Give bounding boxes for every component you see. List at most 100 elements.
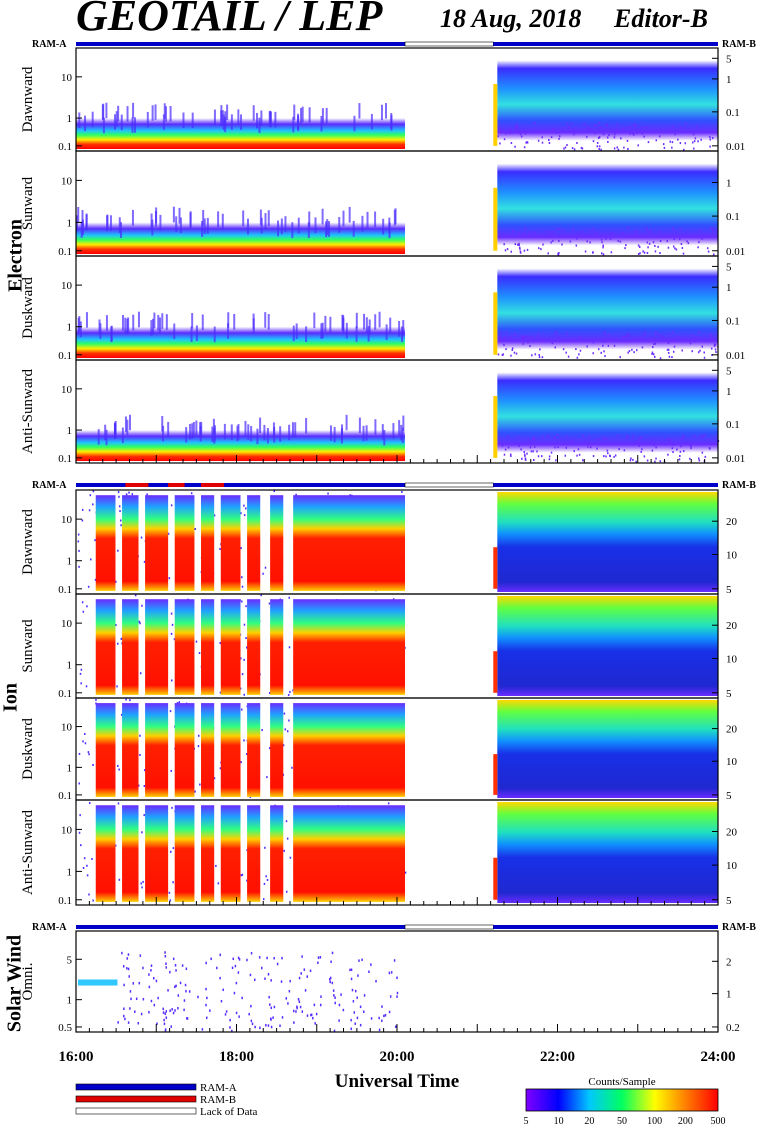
spectrogram-speckle (213, 777, 216, 780)
spectrogram-speckle (600, 252, 603, 255)
spectrogram-speckle (293, 1009, 295, 1013)
spectrogram-speckle (174, 985, 176, 989)
right-tick-label: 1 (726, 178, 732, 190)
spectrogram-speckle (712, 231, 714, 234)
spectrogram-speckle (539, 338, 541, 341)
left-tick-label: 1 (67, 113, 73, 125)
spectrogram-speckle (333, 1029, 336, 1033)
spectrogram-speckle (176, 702, 179, 705)
spectrogram-speckle (617, 239, 619, 242)
colorbar-tick-label: 5 (524, 1116, 529, 1127)
lack-of-data-segment (404, 924, 494, 930)
spectrogram-speckle (381, 1019, 383, 1022)
spectrogram-speckle (169, 970, 171, 974)
spectrogram-speckle (127, 967, 130, 971)
panel-ion-dawnward: 10 1 0.1 20 10 5 Dawnward (20, 489, 738, 596)
spectrogram-speckle (603, 331, 606, 334)
spectrogram-speckle (633, 133, 635, 136)
spectrogram-speckle (138, 620, 141, 623)
spectrogram-speckle (629, 132, 632, 135)
spectrogram-speckle (586, 345, 588, 348)
spectrogram-speckle (216, 966, 218, 970)
spectrogram-speckle (542, 243, 544, 246)
spectrogram-speckle (194, 790, 196, 793)
spectrogram-speckle (634, 441, 636, 444)
spectrogram-speckle (692, 133, 695, 136)
spectrogram-speckle (634, 124, 636, 127)
spectrogram-speckle (640, 450, 642, 453)
spectrogram-speckle (633, 351, 635, 354)
spectrogram-speckle (295, 1010, 297, 1013)
spectrogram-speckle (530, 231, 532, 234)
right-tick-label: 20 (726, 827, 738, 839)
spectrogram-speckle (523, 336, 525, 339)
plot-date: 18 Aug, 2018 (440, 4, 582, 33)
panel-electron-anti-sunward: 10 1 0.1 5 1 0.1 0.01 Anti-Sunward (20, 359, 745, 465)
spectrogram-speckle (270, 979, 272, 982)
spectrogram-speckle (598, 135, 601, 138)
spectrogram-speckle (622, 335, 625, 338)
spectrogram-speckle (285, 820, 288, 823)
spectrogram-speckle (667, 351, 670, 354)
spectrogram-speckle (127, 953, 130, 956)
spectrogram-speckle (529, 439, 531, 442)
spectrogram-speckle (606, 449, 609, 452)
spectrogram-speckle (118, 878, 121, 881)
spectrogram-speckle (288, 989, 291, 993)
spectrogram-burst (95, 495, 116, 591)
left-tick-label: 10 (61, 72, 73, 84)
spectrogram-speckle (538, 356, 541, 359)
spectrogram-speckle (517, 436, 519, 439)
spectrogram-speckle (529, 446, 532, 449)
spectrogram-speckle (714, 348, 717, 351)
spectrogram-speckle (238, 958, 241, 961)
spectrogram-speckle (672, 331, 674, 334)
spectrogram-speckle (637, 144, 639, 147)
spectrogram-noise (132, 314, 135, 331)
spectrogram-speckle (179, 981, 182, 985)
spectrogram-speckle (170, 612, 173, 615)
spectrogram-speckle (507, 435, 509, 438)
spectrogram-noise (297, 217, 300, 234)
spectrogram-speckle (577, 448, 580, 451)
spectrogram-noise (378, 311, 381, 328)
spectrogram-speckle (507, 446, 510, 449)
spectrogram-speckle (509, 129, 512, 132)
spectrogram-noise (284, 216, 287, 232)
spectrogram-speckle (363, 994, 366, 997)
spectrogram-speckle (122, 965, 125, 968)
spectrogram-speckle (541, 455, 543, 458)
spectrogram-speckle (640, 436, 643, 439)
spectrogram-speckle (671, 125, 674, 128)
spectrogram-speckle (232, 957, 235, 961)
spectrogram-speckle (653, 342, 655, 345)
right-tick-label: 5 (726, 261, 732, 273)
spectrogram-speckle (602, 244, 604, 247)
left-tick-label: 1 (67, 217, 73, 229)
spectrogram-speckle (80, 682, 82, 685)
spectrogram-speckle (550, 136, 553, 139)
spectrogram-speckle (602, 253, 605, 256)
spectrogram-speckle (243, 693, 245, 696)
spectrogram-speckle (697, 246, 699, 249)
spectrogram-speckle (707, 250, 710, 253)
spectrogram-noise (189, 423, 192, 440)
spectrogram-speckle (657, 245, 659, 248)
spectrogram-noise (392, 423, 395, 439)
spectrogram-speckle (680, 445, 682, 448)
spectrogram-speckle (533, 438, 535, 441)
spectrogram-speckle (165, 1010, 168, 1013)
spectrogram-speckle (613, 455, 615, 458)
spectrogram-speckle (607, 140, 609, 143)
panel-label: Omni. (20, 963, 36, 1001)
spectrogram-speckle (687, 242, 690, 245)
spectrogram-speckle (509, 453, 512, 456)
spectrogram-speckle (558, 131, 560, 134)
spectrogram-noise (133, 117, 136, 133)
spectrogram-speckle (613, 136, 616, 139)
spectrogram-speckle (670, 234, 673, 237)
spectrogram-speckle (565, 351, 567, 354)
spectrogram-speckle (384, 1013, 387, 1017)
spectrogram-speckle (240, 657, 242, 660)
spectrogram-speckle (174, 964, 177, 967)
